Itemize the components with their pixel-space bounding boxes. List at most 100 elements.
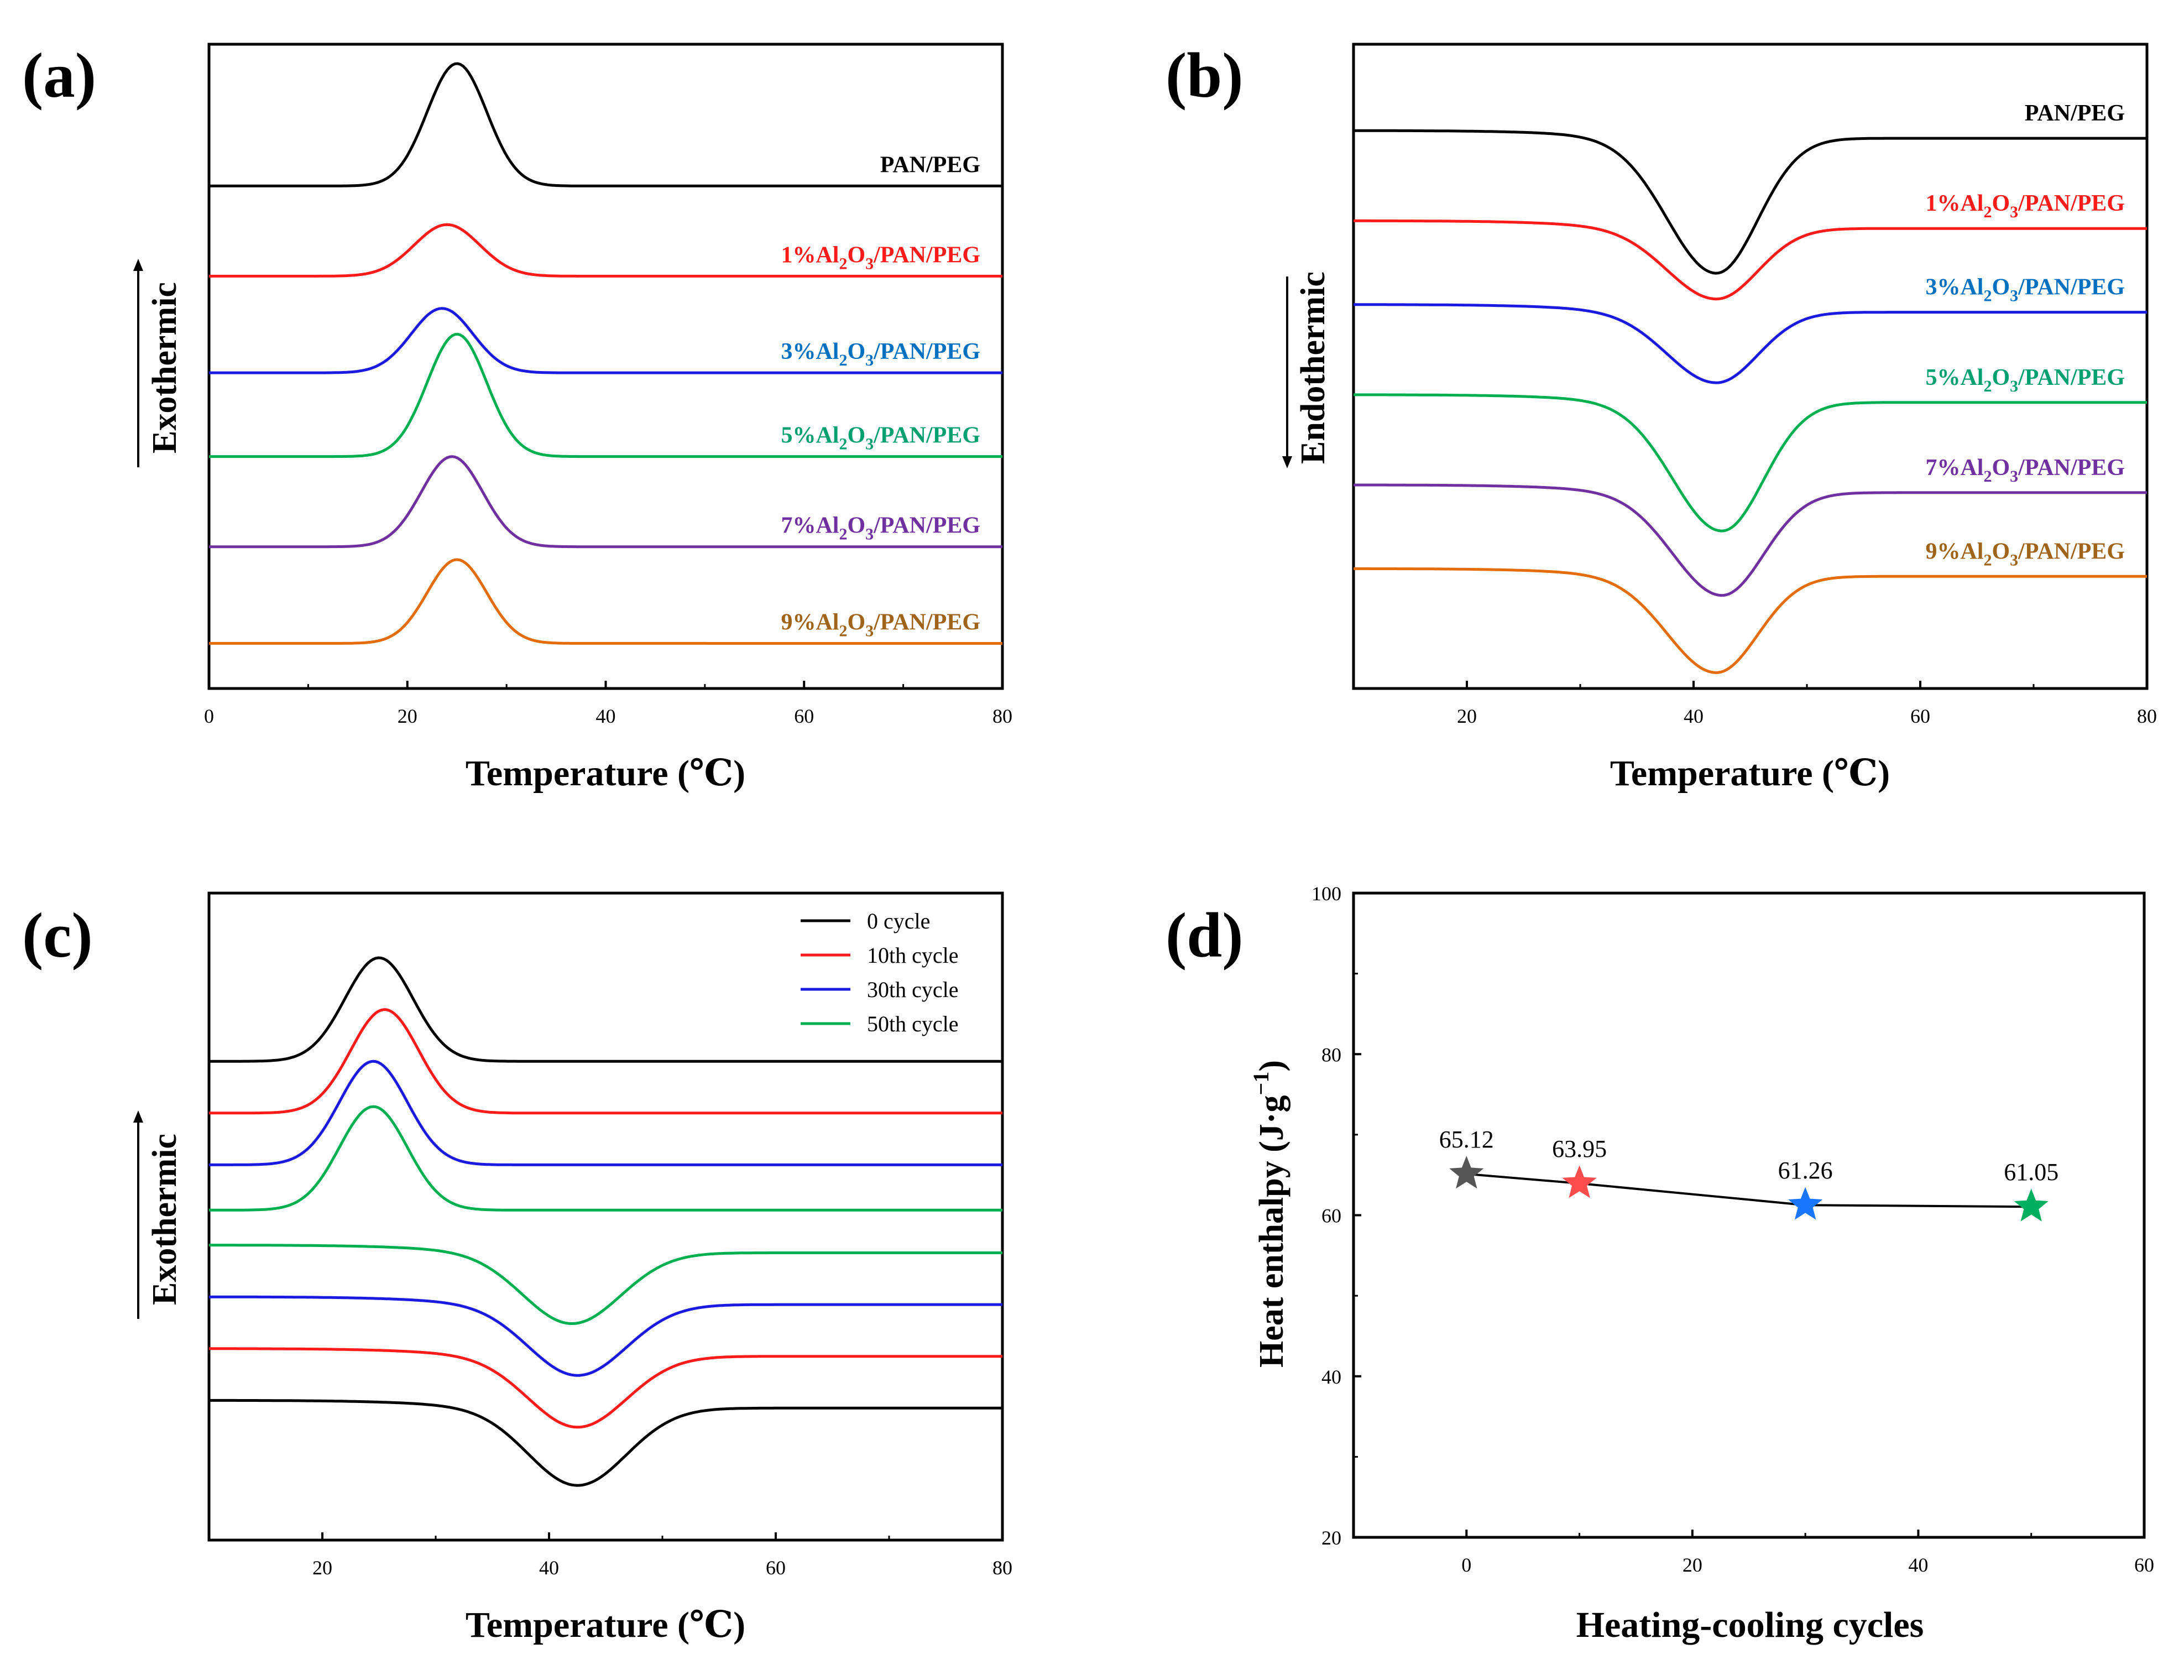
data-label: 63.95: [1552, 1135, 1607, 1162]
series-label-part: 3: [865, 435, 874, 453]
curves-c: [209, 956, 1002, 1487]
x-tick-label: 60: [1910, 705, 1930, 727]
series-label-part: O: [847, 339, 865, 364]
series-line: [1354, 129, 2147, 275]
y-axis-text-a: Exothermic: [146, 282, 184, 453]
series-label-part: O: [1992, 191, 2010, 216]
series-label-part: 2: [1983, 287, 1992, 305]
panel-b: (b) 20 40 60 80 PAN/PEG1%Al2O3/PAN/PEG3%Al2…: [1166, 40, 2157, 794]
series-label-part: O: [1992, 365, 2010, 390]
x-axis-label-b: Temperature (℃): [1610, 753, 1890, 794]
series-label-part: 2: [1983, 377, 1992, 395]
x-tick-label: 40: [539, 1557, 559, 1579]
x-tick-label: 20: [398, 705, 417, 727]
series-label-part: 2: [839, 254, 847, 273]
series-label-part: 3%Al: [781, 339, 839, 364]
x-tick-label: 60: [766, 1557, 786, 1579]
series-line: [209, 1347, 1002, 1429]
data-label: 61.26: [1778, 1157, 1833, 1184]
y-axis-label-d-close: ): [1253, 1060, 1290, 1072]
series-label-part: O: [847, 242, 865, 268]
x-tick-label: 20: [1457, 705, 1477, 727]
star-marker-icon: [1788, 1187, 1823, 1220]
series-label-part: 3: [2010, 377, 2018, 395]
x-tick-label: 20: [312, 1557, 332, 1579]
x-ticks-a: 0 20 40 60 80: [204, 681, 1012, 727]
series-label-part: PAN/PEG: [2025, 101, 2125, 126]
x-axis-label-c: Temperature (℃): [466, 1605, 745, 1645]
x-axis-label-d: Heating-cooling cycles: [1576, 1605, 1924, 1645]
series-label-part: /PAN/PEG: [873, 339, 980, 364]
y-axis-label-c: Exothermic: [133, 1110, 184, 1319]
panel-label-a: (a): [22, 40, 96, 111]
series-label-part: O: [1992, 455, 2010, 481]
panel-c: (c) 20 40 60 80 0 cycle 10th cycle 30th cycle…: [22, 891, 1012, 1645]
x-tick-label: 40: [1684, 705, 1704, 727]
x-tick-label: 80: [992, 705, 1012, 727]
series-label-part: /PAN/PEG: [873, 513, 980, 539]
star-marker-icon: [1449, 1156, 1484, 1189]
arrow-up-icon: [133, 259, 143, 271]
series-label-part: 1%Al: [781, 242, 839, 268]
series-label-part: 3: [2010, 551, 2018, 569]
series-label: PAN/PEG: [880, 152, 980, 178]
panel-a: (a) 0 20 40 60 80 PAN/PEG1%Al2O3/PAN/PEG3%Al…: [22, 40, 1012, 794]
series-label-part: /PAN/PEG: [873, 423, 980, 448]
series-label: 9%Al2O3/PAN/PEG: [781, 609, 980, 640]
x-tick-label: 20: [1683, 1554, 1702, 1576]
x-tick-label: 0: [204, 705, 214, 727]
series-label-part: 2: [839, 351, 847, 369]
plot-frame-b: [1352, 43, 2149, 690]
series-label-part: /PAN/PEG: [2018, 365, 2125, 390]
series-label-part: 3: [865, 525, 874, 544]
series-line: [1354, 567, 2147, 674]
x-tick-label: 60: [2134, 1554, 2154, 1576]
axis-ticks-d: 0 20 40 60 20 40 60 80 100: [1312, 883, 2154, 1576]
y-axis-text-c: Exothermic: [146, 1134, 184, 1305]
series-line: [1354, 393, 2147, 533]
series-line: [209, 223, 1002, 278]
panel-label-c: (c): [22, 900, 93, 971]
series-label-part: 2: [1983, 551, 1992, 569]
series-line: [1354, 219, 2147, 301]
series-label: 7%Al2O3/PAN/PEG: [781, 513, 980, 544]
panel-label-d: (d): [1166, 900, 1243, 971]
series-label-part: /PAN/PEG: [2018, 539, 2125, 564]
y-tick-label: 80: [1321, 1044, 1341, 1066]
plot-frame-c: [207, 891, 1004, 1542]
series-line: [209, 455, 1002, 549]
x-tick-label: 80: [2137, 705, 2157, 727]
y-axis-label-a: Exothermic: [133, 259, 184, 467]
data-label: 65.12: [1439, 1126, 1494, 1153]
y-axis-label-b: Endothermic: [1282, 272, 1332, 468]
y-axis-text-b: Endothermic: [1294, 272, 1332, 464]
series-line: [209, 956, 1002, 1063]
star-marker-icon: [1562, 1165, 1597, 1198]
series-line: [1354, 303, 2147, 384]
series-label-part: 2: [1983, 203, 1992, 221]
series-line: [209, 1060, 1002, 1166]
series-label-part: O: [847, 423, 865, 448]
series-label-part: 9%Al: [781, 609, 839, 635]
x-ticks-c: 20 40 60 80: [208, 1532, 1012, 1579]
series-line: [209, 1244, 1002, 1326]
series-label-part: 3%Al: [1925, 275, 1983, 300]
y-axis-label-d-main: Heat enthalpy (J·g: [1253, 1095, 1290, 1368]
series-label-part: 2: [839, 622, 847, 640]
series-label: 3%Al2O3/PAN/PEG: [1925, 275, 2125, 305]
series-label-part: 7%Al: [781, 513, 839, 539]
legend-label: 0 cycle: [867, 909, 930, 933]
series-label-part: O: [1992, 275, 2010, 300]
series-label: 9%Al2O3/PAN/PEG: [1925, 539, 2125, 569]
series-line: [209, 1399, 1002, 1487]
curves-a: [209, 62, 1002, 645]
y-tick-label: 60: [1321, 1205, 1341, 1227]
legend-label: 10th cycle: [867, 943, 959, 968]
series-line: [209, 1008, 1002, 1115]
plot-frame-a: [207, 43, 1004, 690]
series-label-part: 7%Al: [1925, 455, 1983, 481]
series-label-part: O: [847, 609, 865, 635]
arrow-up-icon: [133, 1110, 143, 1123]
legend-c: 0 cycle 10th cycle 30th cycle 50th cycle: [801, 909, 959, 1036]
series-label-part: 5%Al: [781, 423, 839, 448]
